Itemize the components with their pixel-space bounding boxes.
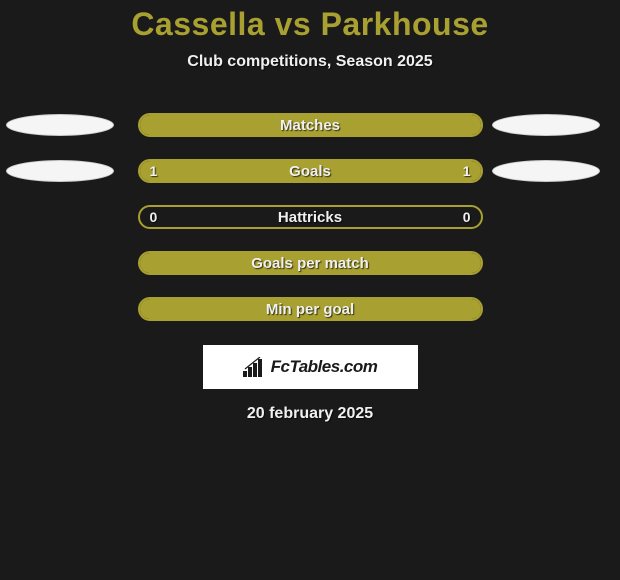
player-ellipse-right: [492, 160, 600, 182]
page-title: Cassella vs Parkhouse: [131, 6, 488, 43]
player-ellipse-left: [6, 160, 114, 182]
stat-row: Goals per match: [0, 251, 620, 275]
stat-pill: Matches: [138, 113, 483, 137]
logo-block: FcTables.com: [203, 345, 418, 389]
stat-pill: 0 Hattricks 0: [138, 205, 483, 229]
stat-label: Min per goal: [266, 301, 354, 318]
stat-label: Goals per match: [251, 255, 369, 272]
infographic-container: Cassella vs Parkhouse Club competitions,…: [0, 0, 620, 423]
stat-label: Matches: [280, 117, 340, 134]
date-label: 20 february 2025: [247, 405, 373, 423]
stat-row: 1 Goals 1: [0, 159, 620, 183]
player-ellipse-right: [492, 114, 600, 136]
stat-label: Goals: [289, 163, 331, 180]
fctables-bars-icon: [243, 357, 267, 377]
stat-pill: 1 Goals 1: [138, 159, 483, 183]
stat-value-right: 0: [463, 209, 471, 225]
stat-value-right: 1: [463, 163, 471, 179]
stat-rows: Matches 1 Goals 1 0 Hattricks 0 Goals per match…: [0, 113, 620, 321]
stat-pill: Goals per match: [138, 251, 483, 275]
page-subtitle: Club competitions, Season 2025: [187, 53, 432, 71]
stat-value-left: 0: [150, 209, 158, 225]
player-ellipse-left: [6, 114, 114, 136]
stat-row: Min per goal: [0, 297, 620, 321]
stat-value-left: 1: [150, 163, 158, 179]
stat-row: 0 Hattricks 0: [0, 205, 620, 229]
logo-text: FcTables.com: [271, 357, 378, 377]
stat-row: Matches: [0, 113, 620, 137]
stat-label: Hattricks: [278, 209, 342, 226]
stat-pill: Min per goal: [138, 297, 483, 321]
